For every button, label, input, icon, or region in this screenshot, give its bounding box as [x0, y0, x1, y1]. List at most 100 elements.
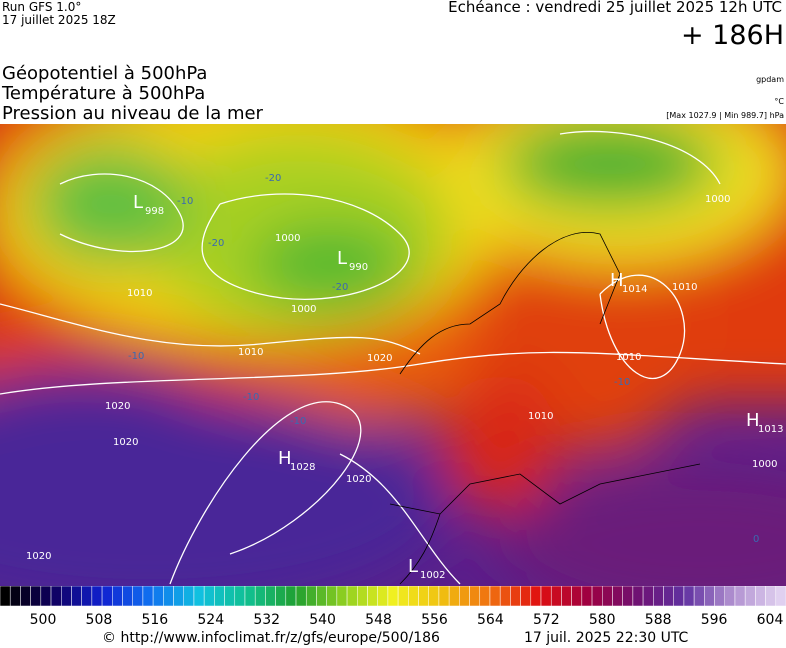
- center-value: 990: [349, 262, 368, 273]
- temperature-label: -10: [290, 416, 306, 427]
- center-value: 1014: [622, 284, 647, 295]
- color-swatch: [316, 586, 327, 607]
- color-swatch: [479, 586, 491, 607]
- isobar-label: 1010: [238, 347, 263, 358]
- color-swatch: [755, 586, 766, 607]
- color-swatch: [775, 586, 786, 607]
- color-swatch: [397, 586, 409, 607]
- color-swatch: [183, 586, 195, 607]
- color-swatch: [469, 586, 481, 607]
- color-swatch: [438, 586, 450, 607]
- color-swatch: [744, 586, 756, 607]
- isobar-label: 1010: [616, 352, 641, 363]
- color-swatch: [489, 586, 501, 607]
- isobar-label: 1000: [275, 233, 300, 244]
- color-swatch: [591, 586, 603, 607]
- color-swatch: [377, 586, 389, 607]
- color-swatch: [214, 586, 225, 607]
- center-symbol: H: [610, 270, 624, 291]
- colorbar-tick-label: 564: [477, 612, 504, 628]
- temperature-label: -10: [177, 196, 193, 207]
- colorbar-tick-label: 548: [365, 612, 392, 628]
- field-title: Température à 500hPa: [2, 83, 206, 104]
- temperature-label: 0: [753, 534, 759, 545]
- center-symbol: L: [337, 248, 347, 269]
- colorbar-tick-label: 516: [141, 612, 168, 628]
- color-swatch: [81, 586, 93, 607]
- center-value: 1002: [420, 570, 445, 581]
- color-swatch: [418, 586, 429, 607]
- center-symbol: L: [408, 556, 418, 577]
- temperature-label: -10: [614, 377, 630, 388]
- colorbar-tick-label: 500: [30, 612, 57, 628]
- color-swatch: [295, 586, 307, 607]
- isobar-label: 1020: [105, 401, 130, 412]
- color-swatch: [20, 586, 31, 607]
- isobar-label: 1000: [752, 459, 777, 470]
- colorbar: 500 508 516 524 532 540 548 556 564 572 580 588 596 6…: [0, 586, 786, 628]
- colorbar-tick-label: 540: [309, 612, 336, 628]
- color-swatch: [275, 586, 287, 607]
- color-swatch: [9, 586, 21, 607]
- color-swatch: [653, 586, 664, 607]
- color-swatch: [387, 586, 399, 607]
- color-swatch: [326, 586, 338, 607]
- color-swatch: [346, 586, 358, 607]
- color-swatch: [704, 586, 715, 607]
- center-value: 998: [145, 206, 164, 217]
- color-swatch: [693, 586, 705, 607]
- color-swatch: [0, 586, 11, 607]
- color-swatch: [520, 586, 532, 607]
- isobar-label: 1020: [367, 353, 392, 364]
- color-swatch: [163, 586, 174, 607]
- color-swatch: [550, 586, 562, 607]
- color-swatch: [663, 586, 674, 607]
- color-swatch: [71, 586, 82, 607]
- center-value: 1028: [290, 462, 315, 473]
- color-swatch: [357, 586, 368, 607]
- color-swatch: [734, 586, 746, 607]
- isobar-label: 1020: [113, 437, 138, 448]
- color-swatch: [265, 586, 276, 607]
- colorbar-tick-label: 580: [589, 612, 616, 628]
- color-swatch: [683, 586, 695, 607]
- run-date: 17 juillet 2025 18Z: [2, 13, 116, 27]
- center-value: 1013: [758, 424, 783, 435]
- color-swatch: [173, 586, 184, 607]
- unit-label: [Max 1027.9 | Min 989.7] hPa: [666, 111, 784, 120]
- echeance: Echéance : vendredi 25 juillet 2025 12h …: [448, 0, 782, 16]
- color-swatch: [30, 586, 42, 607]
- color-swatch: [132, 586, 144, 607]
- colorbar-tick-label: 596: [701, 612, 728, 628]
- colorbar-tick-label: 508: [86, 612, 113, 628]
- color-swatch: [581, 586, 593, 607]
- color-swatch: [622, 586, 634, 607]
- unit-label: gpdam: [756, 75, 784, 84]
- color-swatch: [234, 586, 246, 607]
- color-swatch: [540, 586, 552, 607]
- isobar-label: 1000: [291, 304, 316, 315]
- field-title: Pression au niveau de la mer: [2, 103, 263, 124]
- color-swatch: [561, 586, 572, 607]
- isobar-label: 1000: [705, 194, 730, 205]
- color-swatch: [254, 586, 266, 607]
- color-swatch: [112, 586, 123, 607]
- run-label: Run GFS 1.0°: [2, 0, 82, 14]
- color-swatch: [571, 586, 583, 607]
- color-swatch: [408, 586, 419, 607]
- temperature-label: -10: [128, 351, 144, 362]
- isobar-label: 1020: [26, 551, 51, 562]
- color-swatch: [765, 586, 777, 607]
- colorbar-tick-label: 556: [421, 612, 448, 628]
- color-swatch: [724, 586, 736, 607]
- temperature-label: -20: [265, 173, 281, 184]
- color-swatch: [193, 586, 205, 607]
- color-swatch: [499, 586, 511, 607]
- color-swatch: [40, 586, 52, 607]
- colorbar-tick-label: 604: [757, 612, 784, 628]
- isobars: [0, 130, 786, 585]
- field-title: Géopotentiel à 500hPa: [2, 63, 208, 84]
- color-swatch: [510, 586, 521, 607]
- color-swatch: [285, 586, 297, 607]
- footer-url: © http://www.infoclimat.fr/z/gfs/europe/…: [102, 630, 440, 646]
